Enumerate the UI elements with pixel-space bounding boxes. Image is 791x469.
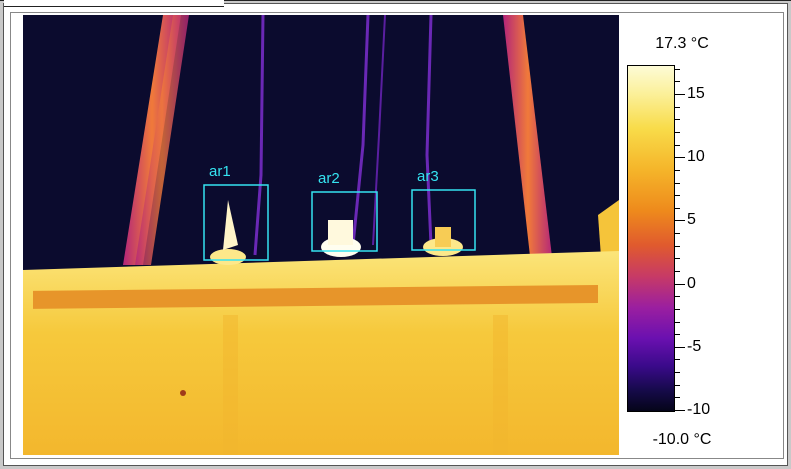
- roi-box-ar2: [311, 191, 378, 252]
- scale-minor-tick: [675, 144, 680, 146]
- roi-box-ar1: [203, 184, 269, 261]
- scale-minor-tick: [675, 131, 680, 133]
- scale-minor-tick: [675, 81, 680, 83]
- thermal-image-canvas: [23, 15, 619, 455]
- scale-tick-label: 5: [687, 211, 696, 229]
- scale-max-label[interactable]: 17.3 °C: [655, 35, 709, 52]
- wire-1: [253, 15, 265, 256]
- scale-minor-tick: [675, 283, 685, 285]
- scale-minor-tick: [675, 359, 680, 361]
- thermal-viewer-panel: ar1 ar2 ar3 17.3 °C 15 10 5 0 -5 -10 -10.0 °C: [10, 12, 784, 459]
- scale-minor-tick: [675, 270, 680, 272]
- body-shadow-2: [493, 315, 508, 455]
- scale-minor-tick: [675, 372, 680, 374]
- roi-label-ar2[interactable]: ar2: [318, 170, 340, 187]
- roi-box-ar3: [411, 189, 476, 251]
- scale-minor-tick: [675, 106, 680, 108]
- scale-minor-tick: [675, 296, 680, 298]
- wire-2: [351, 15, 370, 246]
- wire-3: [372, 15, 386, 246]
- scale-minor-tick: [675, 220, 685, 222]
- bushing-3-top: [435, 227, 451, 247]
- scale-min-label[interactable]: -10.0 °C: [652, 431, 712, 448]
- scale-minor-tick: [675, 258, 680, 260]
- body-spot: [180, 390, 186, 396]
- scale-minor-tick: [675, 157, 685, 159]
- bushing-2-hotspot: [328, 220, 353, 245]
- scale-minor-tick: [675, 308, 680, 310]
- transformer-body: [23, 251, 619, 455]
- bushing-1-hotspot: [223, 200, 238, 250]
- scale-tick-label: 0: [687, 274, 696, 292]
- color-scale-axis: [674, 65, 675, 410]
- scale-tick-label: 15: [687, 85, 705, 103]
- wire-4: [425, 15, 433, 246]
- roi-label-ar3[interactable]: ar3: [417, 168, 439, 185]
- scale-tick-label: -10: [687, 401, 711, 418]
- scale-tick-label: 10: [687, 148, 705, 166]
- color-scale-panel: 17.3 °C 15 10 5 0 -5 -10 -10.0 °C: [619, 15, 781, 455]
- body-shadow-1: [223, 315, 238, 455]
- scale-minor-tick: [675, 207, 680, 209]
- scale-minor-tick: [675, 119, 680, 121]
- scale-minor-tick: [675, 245, 680, 247]
- scale-minor-tick: [675, 334, 680, 336]
- color-scale-bar: [627, 65, 675, 412]
- thermal-image[interactable]: ar1 ar2 ar3: [23, 15, 619, 455]
- roi-label-ar1[interactable]: ar1: [209, 163, 231, 180]
- scale-minor-tick: [675, 233, 680, 235]
- scale-minor-tick: [675, 68, 680, 70]
- scale-minor-tick: [675, 384, 680, 386]
- scale-minor-tick: [675, 195, 680, 197]
- scale-minor-tick: [675, 94, 685, 96]
- bushing-1: [210, 249, 246, 265]
- scale-minor-tick: [675, 397, 680, 399]
- right-pole: [503, 15, 553, 265]
- scale-minor-tick: [675, 182, 680, 184]
- tab-header: [4, 0, 224, 7]
- scale-minor-tick: [675, 346, 685, 348]
- window-top-border: [0, 0, 791, 1]
- scale-minor-tick: [675, 410, 685, 411]
- body-stripe: [33, 284, 598, 309]
- scale-minor-tick: [675, 169, 680, 171]
- scale-minor-tick: [675, 321, 680, 323]
- scale-tick-label: -5: [687, 337, 702, 355]
- left-pole-b: [135, 15, 189, 265]
